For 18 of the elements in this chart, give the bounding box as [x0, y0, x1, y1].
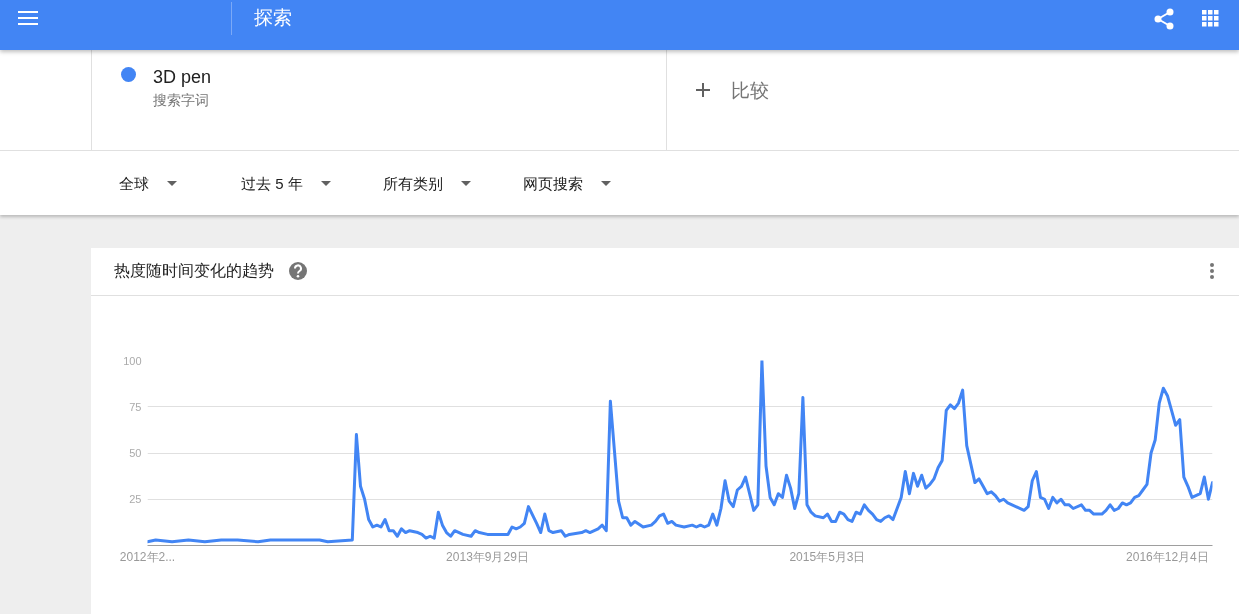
chart-title: 热度随时间变化的趋势 [114, 261, 274, 281]
x-tick-label: 2015年5月3日 [789, 549, 866, 564]
text: 全球 [119, 173, 149, 193]
text: 网页搜索 [523, 173, 583, 193]
x-tick-label: 2013年9月29日 [446, 549, 529, 564]
legend-label: 3D pen [153, 66, 212, 88]
y-tick-label: 100 [123, 354, 142, 367]
text: 所有类别 [383, 173, 443, 193]
text: 比较 [731, 78, 769, 102]
text: 探索 [254, 5, 292, 29]
line-series [147, 360, 1213, 544]
x-tick-label: 2012年2... [119, 549, 176, 564]
x-tick-label: 2016年12月4日 [1126, 549, 1209, 564]
text: 过去 5 年 [241, 173, 303, 193]
text: 搜索字词 [153, 91, 209, 109]
y-tick-label: 50 [129, 447, 142, 459]
y-tick-label: 25 [129, 493, 142, 506]
y-tick-label: 75 [129, 400, 142, 413]
